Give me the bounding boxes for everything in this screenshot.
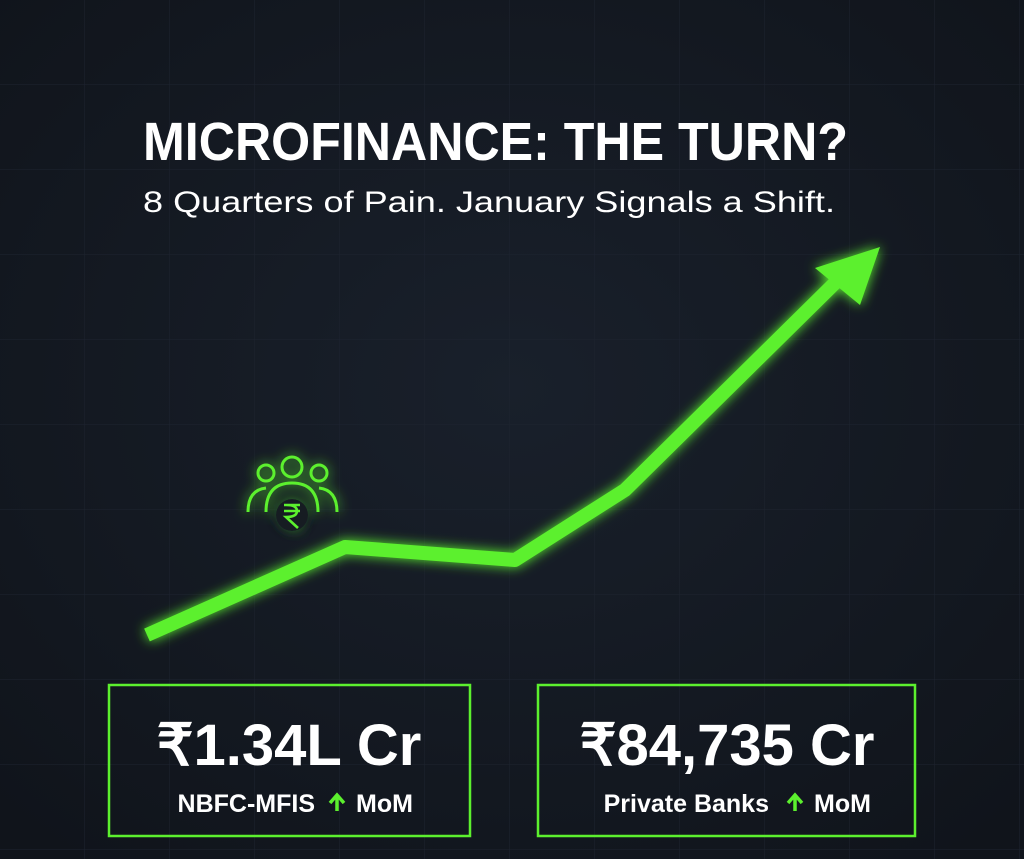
card-label: NBFC-MFIS	[178, 790, 315, 818]
card	[536, 683, 917, 838]
card-value: ₹1.34L Cr	[157, 713, 422, 778]
trend-arrow	[144, 247, 880, 642]
card-change: MoM	[356, 790, 413, 818]
card	[107, 683, 472, 838]
card-label: Private Banks	[604, 790, 769, 818]
up-arrow-icon	[328, 792, 346, 811]
card-value: ₹84,735 Cr	[580, 713, 875, 778]
up-arrow-icon	[786, 792, 804, 811]
subtitle: 8 Quarters of Pain. January Signals a Sh…	[143, 186, 835, 219]
people-rupee-icon	[246, 455, 339, 531]
title: MICROFINANCE: THE TURN?	[143, 112, 848, 172]
card-change: MoM	[814, 790, 871, 818]
